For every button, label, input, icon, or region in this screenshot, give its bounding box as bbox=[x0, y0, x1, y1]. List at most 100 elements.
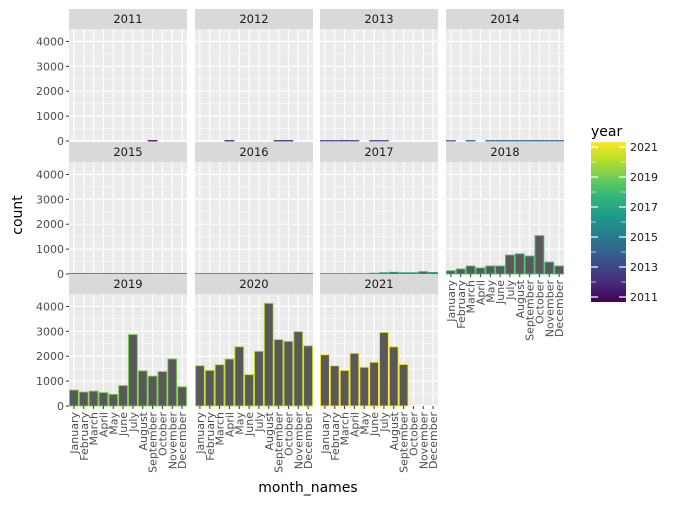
y-tick-label: 0 bbox=[57, 135, 64, 148]
x-tick-label: April bbox=[348, 412, 361, 437]
bar-2019-february bbox=[78, 391, 89, 407]
y-tick-label: 2000 bbox=[36, 350, 64, 363]
facet-panels: 2011 2012 2013 2014 2015 2016 2017 2018 2019 2020… bbox=[69, 9, 564, 407]
bar-2019-january bbox=[69, 389, 79, 407]
colorbar-label: 2019 bbox=[630, 171, 658, 184]
bar-2020-july bbox=[254, 350, 264, 407]
x-tick-label: April bbox=[474, 280, 487, 305]
bar-2017-november bbox=[418, 271, 429, 275]
bar-2019-june bbox=[118, 385, 128, 407]
bar-2018-june bbox=[495, 265, 505, 275]
facet-strip bbox=[195, 142, 313, 162]
y-tick-label: 4000 bbox=[36, 300, 64, 313]
y-tick-label: 3000 bbox=[36, 193, 64, 206]
y-axes: 0 1000 2000 3000 4000 0 1000 2000 3000 4000 0 1000 2… bbox=[36, 35, 69, 413]
x-tick-label: October bbox=[533, 280, 546, 324]
x-tick-label: September bbox=[398, 412, 411, 473]
bar-2020-may bbox=[234, 346, 245, 407]
bar-2021-april bbox=[349, 352, 360, 407]
bar-2021-august bbox=[388, 346, 399, 407]
panel-background bbox=[69, 29, 187, 141]
x-tick-label: June bbox=[243, 412, 256, 437]
bar-2021-september bbox=[398, 363, 409, 407]
bar-2017-september bbox=[398, 272, 409, 275]
facet-strip-label: 2014 bbox=[490, 12, 519, 26]
x-axes: JanuaryFebruaryMarchAprilMayJuneJulyAugu… bbox=[68, 274, 566, 473]
colorbar bbox=[591, 142, 626, 302]
facet-strip bbox=[320, 274, 438, 294]
bar-2020-september bbox=[273, 339, 284, 407]
bar-2018-august bbox=[514, 253, 525, 275]
colorbar-label: 2015 bbox=[630, 231, 658, 244]
facet-strip bbox=[446, 142, 564, 162]
facet-strip bbox=[446, 9, 564, 29]
x-tick-label: March bbox=[214, 412, 227, 446]
facet-2017: 2017 bbox=[320, 142, 438, 275]
bar-2019-may bbox=[108, 393, 119, 407]
x-tick-label: June bbox=[368, 412, 381, 437]
bar-2021-june bbox=[369, 361, 379, 407]
panel-background bbox=[446, 29, 564, 141]
bar-2021-march bbox=[339, 369, 350, 407]
facet-strip bbox=[320, 142, 438, 162]
facet-strip bbox=[69, 142, 187, 162]
x-tick-label: February bbox=[455, 280, 468, 329]
x-axis-title: month_names bbox=[258, 480, 357, 496]
x-tick-label: February bbox=[329, 412, 342, 461]
colorbar-label: 2017 bbox=[630, 201, 658, 214]
y-tick-label: 4000 bbox=[36, 168, 64, 181]
bar-2020-october bbox=[283, 340, 294, 407]
bar-2021-february bbox=[329, 365, 340, 407]
x-tick-label: October bbox=[156, 412, 169, 456]
x-tick-label: May bbox=[233, 412, 246, 435]
x-tick-label: August bbox=[137, 411, 150, 450]
x-tick-label: September bbox=[147, 412, 160, 473]
colorbar-label: 2013 bbox=[630, 261, 658, 274]
bar-2020-february bbox=[204, 369, 215, 407]
y-tick-label: 2000 bbox=[36, 218, 64, 231]
x-tick-label: May bbox=[484, 280, 497, 303]
x-tick-label: January bbox=[445, 280, 458, 323]
bar-2019-july bbox=[128, 334, 138, 407]
x-tick-label: February bbox=[78, 412, 91, 461]
x-tick-label: November bbox=[292, 412, 305, 470]
x-tick-label: August bbox=[388, 411, 401, 450]
bar-2020-march bbox=[214, 364, 225, 407]
x-tick-label: January bbox=[68, 412, 81, 455]
facet-2019: 2019 bbox=[69, 274, 187, 407]
x-tick-label: November bbox=[417, 412, 430, 470]
bar-2019-march bbox=[88, 390, 99, 407]
bar-2017-october bbox=[408, 272, 419, 275]
bar-2017-december bbox=[428, 272, 438, 275]
facet-strip bbox=[69, 274, 187, 294]
y-tick-label: 1000 bbox=[36, 110, 64, 123]
y-tick-label: 3000 bbox=[36, 60, 64, 73]
bar-2018-april bbox=[475, 267, 486, 275]
x-tick-label: August bbox=[514, 279, 527, 318]
x-tick-label: January bbox=[194, 412, 207, 455]
bar-2021-july bbox=[379, 331, 389, 407]
x-tick-label: March bbox=[88, 412, 101, 446]
facet-2012: 2012 bbox=[195, 9, 313, 142]
x-tick-label: January bbox=[319, 412, 332, 455]
bar-2019-september bbox=[147, 375, 158, 407]
bar-2018-november bbox=[544, 261, 555, 275]
bar-2019-april bbox=[98, 392, 109, 407]
y-tick-label: 0 bbox=[57, 400, 64, 413]
y-tick-label: 0 bbox=[57, 268, 64, 281]
bar-2020-november bbox=[293, 331, 304, 407]
facet-strip-label: 2017 bbox=[364, 145, 393, 159]
x-tick-label: July bbox=[504, 280, 517, 301]
x-tick-label: March bbox=[339, 412, 352, 446]
bar-2018-july bbox=[505, 254, 515, 275]
bar-2017-july bbox=[379, 272, 389, 275]
panel-background bbox=[195, 162, 313, 274]
panel-background bbox=[69, 294, 187, 406]
y-tick-label: 2000 bbox=[36, 85, 64, 98]
bar-2018-september bbox=[524, 255, 535, 275]
bar-2017-august bbox=[388, 271, 399, 275]
bar-2017-june bbox=[369, 272, 379, 275]
x-tick-label: June bbox=[494, 280, 507, 305]
facet-2018: 2018 bbox=[446, 142, 564, 275]
bar-2021-may bbox=[359, 366, 370, 407]
